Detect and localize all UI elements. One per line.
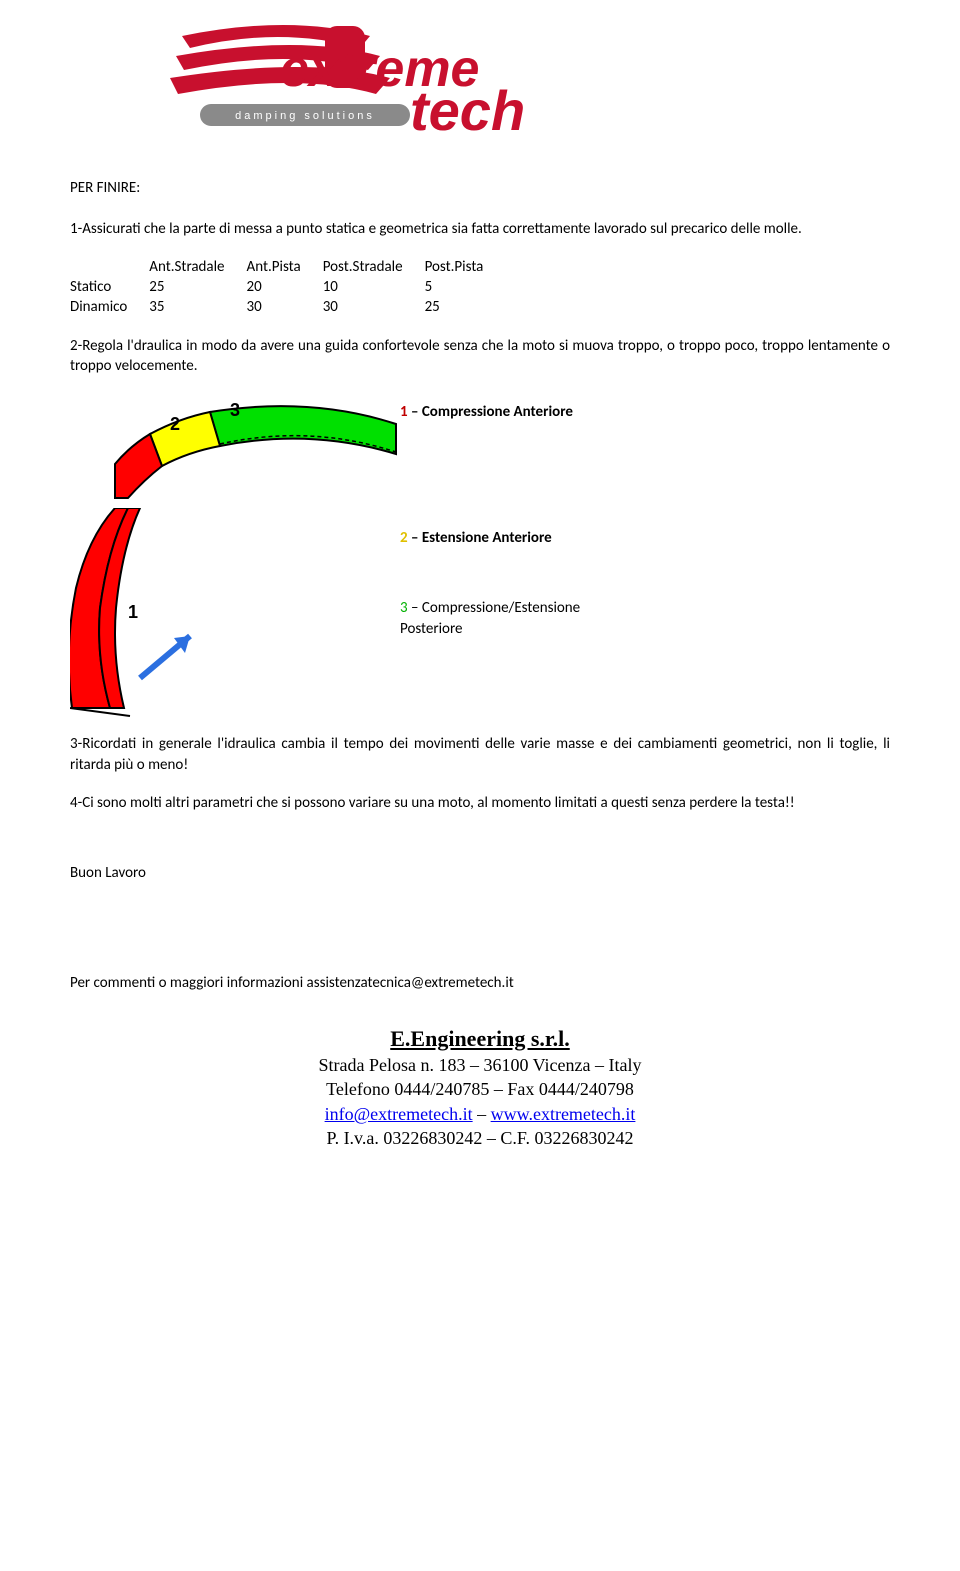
row-label: Dinamico bbox=[70, 297, 149, 317]
logo-header: extreme damping solutions tech bbox=[70, 0, 890, 178]
legend-3-num: 3 bbox=[400, 599, 408, 617]
col-ant-stradale: Ant.Stradale bbox=[149, 257, 246, 277]
footer-address: Strada Pelosa n. 183 – 36100 Vicenza – I… bbox=[70, 1053, 890, 1077]
footer-email-link[interactable]: info@extremetech.it bbox=[325, 1104, 473, 1124]
cell: 25 bbox=[149, 277, 246, 297]
diagram-row-2: 1 2 – Estensione Anteriore 3 – Compressi… bbox=[70, 508, 890, 734]
table-row: Statico 25 20 10 5 bbox=[70, 277, 505, 297]
footer-company: E.Engineering s.r.l. bbox=[70, 1024, 890, 1054]
col-post-stradale: Post.Stradale bbox=[323, 257, 425, 277]
col-post-pista: Post.Pista bbox=[425, 257, 506, 277]
zone-3-label: 3 bbox=[230, 400, 240, 420]
section-heading: PER FINIRE: bbox=[70, 178, 890, 198]
buon-lavoro: Buon Lavoro bbox=[70, 863, 890, 883]
diagram-row-1: 2 3 1 – Compressione Anteriore bbox=[70, 394, 890, 504]
cell: 25 bbox=[425, 297, 506, 317]
cell: 30 bbox=[323, 297, 425, 317]
direction-arrow-icon bbox=[140, 636, 190, 678]
footer-links: info@extremetech.it – www.extremetech.it bbox=[70, 1102, 890, 1126]
legend-1-text: – Compressione Anteriore bbox=[408, 403, 573, 421]
col-ant-pista: Ant.Pista bbox=[247, 257, 323, 277]
cell: 30 bbox=[247, 297, 323, 317]
legend-3-text-a: – Compressione/Estensione bbox=[408, 599, 581, 617]
logo-tagline: damping solutions bbox=[235, 110, 375, 122]
logo-text-bottom: tech bbox=[410, 79, 525, 142]
cell: 35 bbox=[149, 297, 246, 317]
col-blank bbox=[70, 257, 149, 277]
sag-table: Ant.Stradale Ant.Pista Post.Stradale Pos… bbox=[70, 257, 505, 318]
cell: 10 bbox=[323, 277, 425, 297]
cell: 5 bbox=[425, 277, 506, 297]
legend-1: 1 – Compressione Anteriore bbox=[400, 394, 573, 422]
comments-line: Per commenti o maggiori informazioni ass… bbox=[70, 973, 890, 993]
suspension-diagram-top: 2 3 bbox=[70, 394, 400, 504]
footer: E.Engineering s.r.l. Strada Pelosa n. 18… bbox=[70, 1024, 890, 1151]
paragraph-2: 2-Regola l'draulica in modo da avere una… bbox=[70, 336, 890, 377]
paragraph-1: 1-Assicurati che la parte di messa a pun… bbox=[70, 219, 890, 239]
legend-3-text-b: Posteriore bbox=[400, 620, 462, 638]
footer-tel: Telefono 0444/240785 – Fax 0444/240798 bbox=[70, 1077, 890, 1101]
suspension-diagram-bottom: 1 bbox=[70, 508, 400, 728]
footer-vat: P. I.v.a. 03226830242 – C.F. 03226830242 bbox=[70, 1126, 890, 1150]
legend-3: 3 – Compressione/Estensione Posteriore bbox=[400, 598, 580, 639]
brand-logo: extreme damping solutions tech bbox=[170, 8, 530, 148]
paragraph-4: 4-Ci sono molti altri parametri che si p… bbox=[70, 793, 890, 813]
row-label: Statico bbox=[70, 277, 149, 297]
legend-2: 2 – Estensione Anteriore bbox=[400, 528, 580, 548]
paragraph-3: 3-Ricordati in generale l'idraulica camb… bbox=[70, 734, 890, 775]
zone-1-label: 1 bbox=[128, 602, 138, 622]
footer-web-link[interactable]: www.extremetech.it bbox=[491, 1104, 636, 1124]
table-row: Dinamico 35 30 30 25 bbox=[70, 297, 505, 317]
table-header-row: Ant.Stradale Ant.Pista Post.Stradale Pos… bbox=[70, 257, 505, 277]
cell: 20 bbox=[247, 277, 323, 297]
zone-2-label: 2 bbox=[170, 414, 180, 434]
legend-1-num: 1 bbox=[400, 403, 408, 421]
legend-2-text: – Estensione Anteriore bbox=[408, 529, 552, 547]
legend-2-num: 2 bbox=[400, 529, 408, 547]
footer-sep: – bbox=[473, 1104, 491, 1124]
